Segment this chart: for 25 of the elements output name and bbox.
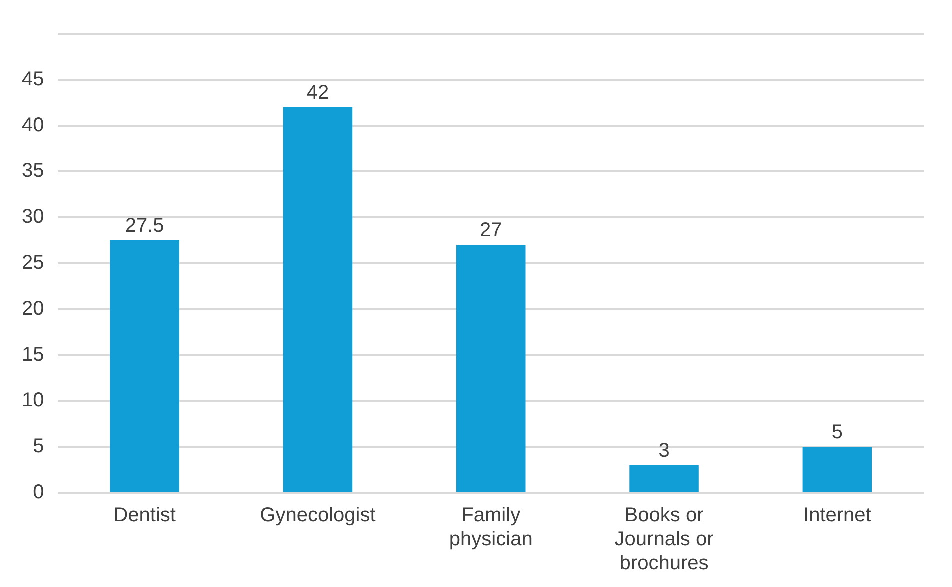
y-tick-label: 30 bbox=[22, 206, 44, 228]
y-tick-label: 20 bbox=[22, 298, 44, 320]
bar bbox=[630, 465, 699, 492]
bar bbox=[456, 245, 526, 492]
y-tick-label: 15 bbox=[22, 344, 44, 366]
bar bbox=[802, 447, 872, 492]
y-tick-label: 0 bbox=[33, 482, 44, 504]
y-tick-label: 10 bbox=[22, 390, 44, 412]
x-tick-label: Dentist bbox=[114, 504, 176, 527]
x-tick-label: Family physician bbox=[449, 504, 533, 551]
data-label: 27.5 bbox=[125, 215, 164, 238]
y-tick-label: 25 bbox=[22, 252, 44, 274]
data-label: 27 bbox=[480, 220, 502, 242]
y-tick-label: 5 bbox=[33, 436, 44, 458]
x-tick-label: Internet bbox=[804, 504, 872, 527]
data-label: 5 bbox=[832, 422, 843, 444]
y-tick-label: 35 bbox=[22, 160, 44, 182]
data-label: 3 bbox=[658, 440, 670, 462]
bar bbox=[110, 240, 180, 492]
x-tick-label: Gynecologist bbox=[260, 504, 376, 527]
y-tick-label: 45 bbox=[22, 68, 44, 90]
x-tick-label: Books or Journals or brochures bbox=[614, 504, 714, 575]
bar bbox=[283, 107, 353, 492]
data-label: 42 bbox=[306, 82, 330, 104]
y-tick-label: 40 bbox=[22, 114, 44, 136]
